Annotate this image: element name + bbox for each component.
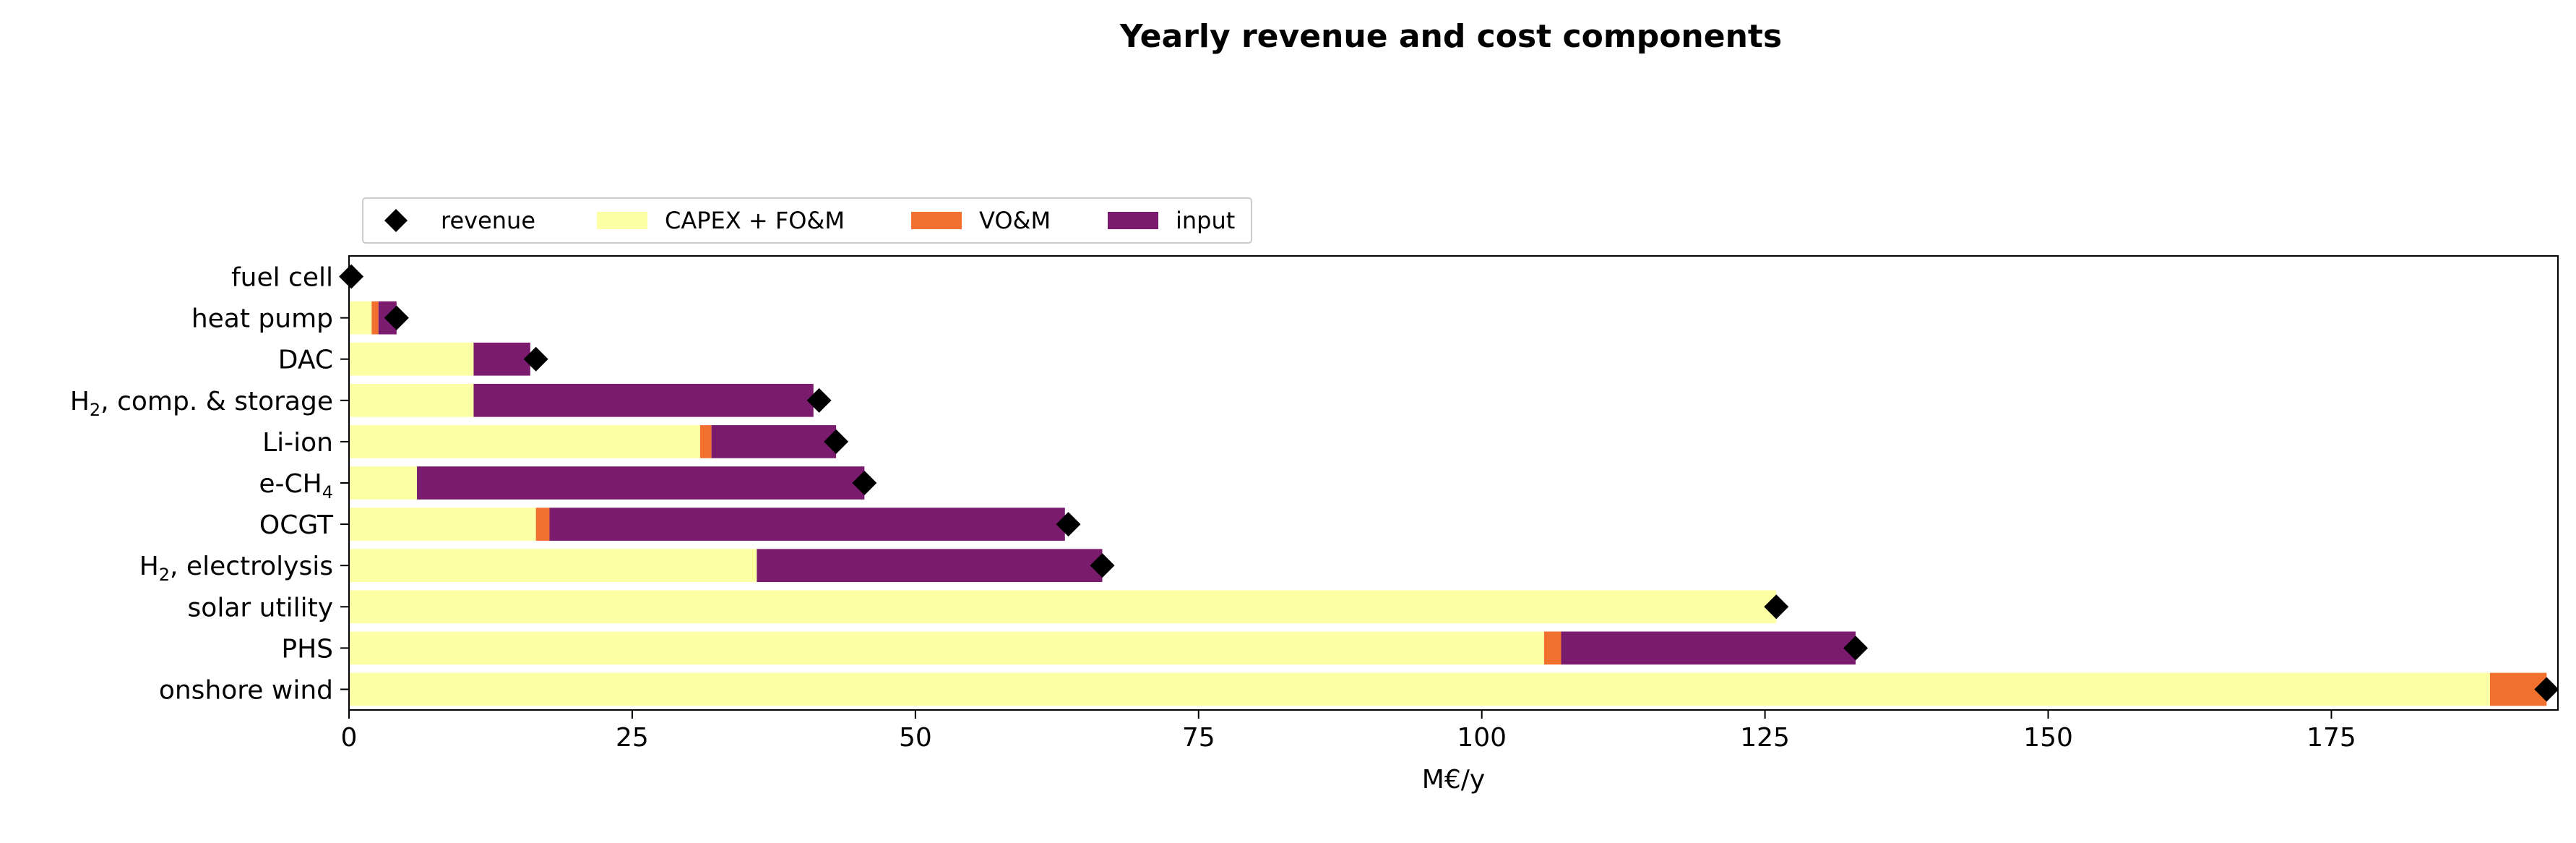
revenue-marker-e-ch4 xyxy=(852,471,877,495)
bar-vo-m-heat-pump xyxy=(371,301,379,335)
revenue-marker-h2-comp-storage xyxy=(806,388,832,413)
y-tick-label-li-ion: Li-ion xyxy=(262,428,333,458)
legend-label-revenue: revenue xyxy=(441,207,535,234)
y-tick-label-fuel-cell: fuel cell xyxy=(231,263,333,293)
bar-capex-fo-m-h2-electrolysis xyxy=(349,549,757,583)
legend: revenue CAPEX + FO&M VO&M input xyxy=(362,197,1252,244)
x-axis-label: M€/y xyxy=(1422,765,1485,795)
revenue-marker-solar-utility xyxy=(1764,594,1789,620)
revenue-marker-h2-electrolysis xyxy=(1090,553,1115,578)
y-tick-label-h2-electrolysis: H2, electrolysis xyxy=(139,552,333,585)
bar-input-li-ion xyxy=(711,425,837,458)
revenue-marker-fuel-cell xyxy=(339,264,364,289)
y-tick-label-solar-utility: solar utility xyxy=(188,593,333,622)
bar-vo-m-ocgt xyxy=(535,508,550,541)
bar-input-h2-electrolysis xyxy=(757,549,1103,583)
bar-vo-m-phs xyxy=(1543,631,1561,665)
bar-input-ocgt xyxy=(549,508,1065,541)
legend-swatch-input xyxy=(1108,212,1158,229)
x-tick-label-175: 175 xyxy=(2306,723,2356,753)
bar-capex-fo-m-onshore-wind xyxy=(349,672,2490,706)
y-tick-label-dac: DAC xyxy=(278,346,333,375)
legend-label-input: input xyxy=(1176,207,1235,234)
bar-capex-fo-m-e-ch4 xyxy=(349,466,418,500)
x-tick-label-75: 75 xyxy=(1182,723,1215,753)
legend-swatch-vo-m xyxy=(911,212,962,229)
bar-capex-fo-m-heat-pump xyxy=(349,301,372,335)
revenue-markers xyxy=(339,264,2559,702)
legend-swatch-revenue xyxy=(384,209,408,232)
y-tick-label-ocgt: OCGT xyxy=(259,510,334,540)
x-tick-label-25: 25 xyxy=(616,723,649,753)
revenue-marker-phs xyxy=(1843,636,1869,661)
x-axis: 0 25 50 75 100 125 150 175 xyxy=(341,710,2356,753)
bar-capex-fo-m-solar-utility xyxy=(349,590,1777,624)
bar-input-dac xyxy=(473,342,530,376)
x-tick-label-50: 50 xyxy=(899,723,932,753)
x-tick-label-0: 0 xyxy=(341,723,358,753)
revenue-marker-li-ion xyxy=(824,429,849,454)
legend-label-vo-m: VO&M xyxy=(979,207,1051,234)
revenue-marker-onshore-wind xyxy=(2534,677,2559,702)
chart-title: Yearly revenue and cost components xyxy=(1119,18,1782,55)
y-tick-label-e-ch4: e-CH4 xyxy=(259,469,333,502)
legend-label-capex-fo-m: CAPEX + FO&M xyxy=(665,207,845,234)
bar-vo-m-li-ion xyxy=(699,425,712,458)
bar-capex-fo-m-h2-comp-storage xyxy=(349,383,474,417)
y-axis: fuel cell heat pump DAC H2, comp. & storage… xyxy=(70,263,349,705)
bar-input-h2-comp-storage xyxy=(473,383,814,417)
y-tick-label-onshore-wind: onshore wind xyxy=(159,675,333,705)
legend-frame xyxy=(362,197,1252,244)
bar-capex-fo-m-dac xyxy=(349,342,474,376)
x-tick-label-150: 150 xyxy=(2023,723,2073,753)
y-tick-label-h2-comp-storage: H2, comp. & storage xyxy=(70,387,333,420)
x-tick-label-125: 125 xyxy=(1740,723,1790,753)
revenue-marker-dac xyxy=(523,346,548,372)
bar-capex-fo-m-li-ion xyxy=(349,425,700,458)
bar-input-e-ch4 xyxy=(417,466,865,500)
x-tick-label-100: 100 xyxy=(1457,723,1507,753)
bar-capex-fo-m-phs xyxy=(349,631,1544,665)
bars-layer xyxy=(349,301,2547,706)
bar-capex-fo-m-ocgt xyxy=(349,508,536,541)
y-tick-label-phs: PHS xyxy=(281,634,333,664)
revenue-marker-ocgt xyxy=(1056,512,1081,537)
revenue-marker-heat-pump xyxy=(384,305,409,330)
y-tick-label-heat-pump: heat pump xyxy=(191,304,333,334)
bar-input-phs xyxy=(1561,631,1856,665)
legend-swatch-capex-fo-m xyxy=(597,212,647,229)
